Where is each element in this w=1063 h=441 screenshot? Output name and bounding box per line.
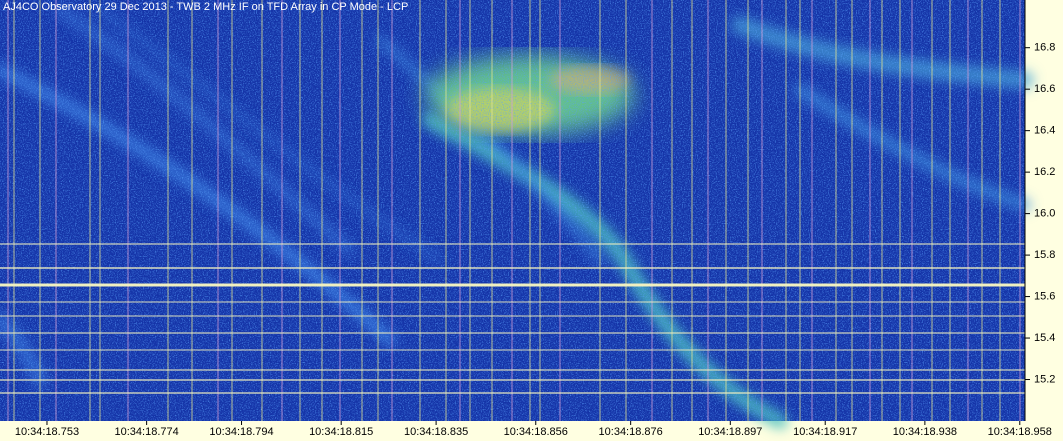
- x-tick-label: 10:34:18.958: [988, 426, 1052, 438]
- x-tick-label: 10:34:18.835: [404, 426, 468, 438]
- x-tick-label: 10:34:18.753: [15, 426, 79, 438]
- y-tick-label: 15.6: [1034, 290, 1055, 302]
- y-tick-label: 16.4: [1034, 125, 1055, 137]
- x-tick-label: 10:34:18.897: [698, 426, 762, 438]
- y-tick-label: 16.0: [1034, 208, 1055, 220]
- x-tick-label: 10:34:18.794: [209, 426, 273, 438]
- y-tick-label: 16.6: [1034, 83, 1055, 95]
- y-tick-label: 15.2: [1034, 373, 1055, 385]
- x-tick-label: 10:34:18.856: [504, 426, 568, 438]
- y-tick-label: 16.2: [1034, 166, 1055, 178]
- y-tick-label: 16.8: [1034, 42, 1055, 54]
- x-tick-label: 10:34:18.876: [599, 426, 663, 438]
- y-tick-label: 15.4: [1034, 332, 1055, 344]
- x-tick-label: 10:34:18.774: [115, 426, 179, 438]
- x-tick-label: 10:34:18.815: [309, 426, 373, 438]
- x-tick-label: 10:34:18.917: [793, 426, 857, 438]
- chart-title: AJ4CO Observatory 29 Dec 2013 - TWB 2 MH…: [3, 1, 408, 13]
- y-tick-label: 15.8: [1034, 249, 1055, 261]
- spectrogram: [0, 0, 1034, 429]
- x-tick-label: 10:34:18.938: [893, 426, 957, 438]
